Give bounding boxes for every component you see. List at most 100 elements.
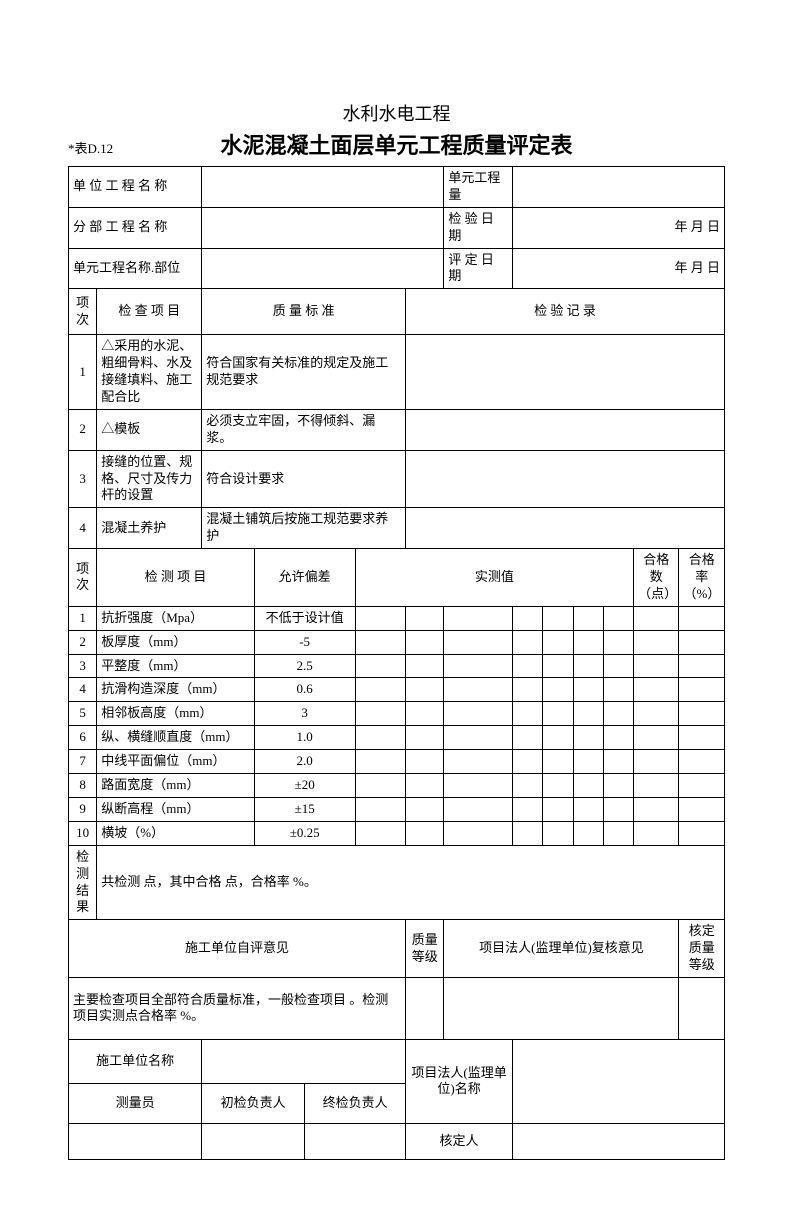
measure-val [355, 678, 405, 702]
check-std: 必须支立牢固，不得倾斜、漏浆。 [202, 409, 406, 450]
measure-tol-header: 允许偏差 [254, 549, 355, 607]
measure-val [406, 654, 444, 678]
measure-val [603, 654, 633, 678]
measure-val [543, 821, 573, 845]
measure-row-5: 5 相邻板高度（mm） 3 [69, 702, 725, 726]
measure-val [543, 797, 573, 821]
measure-tol: 0.6 [254, 678, 355, 702]
measure-val [573, 774, 603, 798]
measure-val [355, 726, 405, 750]
check-row-3: 3 接缝的位置、规格、尺寸及传力杆的设置 符合设计要求 [69, 450, 725, 508]
measure-val [603, 630, 633, 654]
measure-tol: -5 [254, 630, 355, 654]
owner-unit-value [513, 1039, 725, 1123]
check-std: 符合国家有关标准的规定及施工规范要求 [202, 335, 406, 410]
construction-unit-label: 施工单位名称 [69, 1039, 202, 1083]
measure-val [513, 678, 543, 702]
unit-project-value [202, 167, 444, 208]
measure-passn [634, 678, 679, 702]
sign-row-3: 核定人 [69, 1123, 725, 1159]
measure-passr [679, 702, 725, 726]
measure-passr [679, 630, 725, 654]
measure-passn [634, 726, 679, 750]
approve-grade-value [679, 977, 725, 1039]
page-container: 水利水电工程 *表D.12 水泥混凝土面层单元工程质量评定表 单 位 工 程 名… [0, 0, 793, 1220]
measure-header-row: 项次 检 测 项 目 允许偏差 实测值 合格数（点） 合格率（%） [69, 549, 725, 607]
measure-passn [634, 750, 679, 774]
sign-row-1: 施工单位名称 项目法人(监理单位)名称 [69, 1039, 725, 1083]
measure-val [603, 797, 633, 821]
check-rec [406, 335, 725, 410]
measure-val [543, 654, 573, 678]
measure-val [444, 821, 513, 845]
measure-passn [634, 774, 679, 798]
approve-grade-header: 核定质量等级 [679, 920, 725, 978]
measure-val [573, 654, 603, 678]
measure-row-9: 9 纵断高程（mm） ±15 [69, 797, 725, 821]
measure-val [513, 654, 543, 678]
measure-passn [634, 821, 679, 845]
result-label: 检测结果 [69, 845, 97, 920]
check-seq: 3 [69, 450, 97, 508]
measure-val [355, 821, 405, 845]
measure-row-7: 7 中线平面偏位（mm） 2.0 [69, 750, 725, 774]
main-form-table: 单 位 工 程 名 称 单元工程量 分 部 工 程 名 称 检 验 日 期 年 … [68, 166, 725, 1160]
measure-val [543, 630, 573, 654]
measure-val [513, 750, 543, 774]
check-item: △采用的水泥、粗细骨料、水及接缝填料、施工配合比 [97, 335, 202, 410]
check-item-header: 检 查 项 目 [97, 289, 202, 335]
check-rec [406, 409, 725, 450]
measure-seq: 3 [69, 654, 97, 678]
measure-val [355, 750, 405, 774]
table-code: *表D.12 [68, 138, 113, 157]
unit-project-label: 单 位 工 程 名 称 [69, 167, 202, 208]
measure-item: 抗折强度（Mpa） [97, 606, 254, 630]
measure-val [513, 774, 543, 798]
measure-row-4: 4 抗滑构造深度（mm） 0.6 [69, 678, 725, 702]
measure-tol: 3 [254, 702, 355, 726]
surveyor-label: 测量员 [69, 1083, 202, 1123]
measure-val [513, 630, 543, 654]
measure-passr [679, 821, 725, 845]
measure-val [355, 702, 405, 726]
measure-val [543, 726, 573, 750]
measure-actual-header: 实测值 [355, 549, 633, 607]
measure-val [355, 606, 405, 630]
check-std: 混凝土铺筑后按施工规范要求养护 [202, 508, 406, 549]
measure-val [406, 678, 444, 702]
check-item: △模板 [97, 409, 202, 450]
check-item: 混凝土养护 [97, 508, 202, 549]
measure-val [355, 797, 405, 821]
measure-tol: 2.5 [254, 654, 355, 678]
final-check-label: 终检负责人 [305, 1083, 406, 1123]
final-check-value [305, 1123, 406, 1159]
measure-val [406, 630, 444, 654]
result-row: 检测结果 共检测 点，其中合格 点，合格率 %。 [69, 845, 725, 920]
measure-tol: ±20 [254, 774, 355, 798]
measure-val [603, 726, 633, 750]
measure-seq: 9 [69, 797, 97, 821]
measure-row-3: 3 平整度（mm） 2.5 [69, 654, 725, 678]
measure-val [444, 726, 513, 750]
unit-qty-label: 单元工程量 [444, 167, 513, 208]
measure-passn [634, 606, 679, 630]
unit-qty-value [513, 167, 725, 208]
measure-val [444, 606, 513, 630]
measure-val [573, 702, 603, 726]
measure-val [543, 678, 573, 702]
check-seq-header: 项次 [69, 289, 97, 335]
measure-item: 相邻板高度（mm） [97, 702, 254, 726]
measure-tol: ±15 [254, 797, 355, 821]
measure-seq: 10 [69, 821, 97, 845]
quality-grade-header: 质量等级 [406, 920, 444, 978]
measure-val [573, 726, 603, 750]
measure-val [444, 797, 513, 821]
unit-part-value [202, 248, 444, 289]
measure-val [603, 678, 633, 702]
sub-project-label: 分 部 工 程 名 称 [69, 207, 202, 248]
measure-val [444, 774, 513, 798]
check-row-2: 2 △模板 必须支立牢固，不得倾斜、漏浆。 [69, 409, 725, 450]
measure-val [406, 750, 444, 774]
info-row-3: 单元工程名称.部位 评 定 日 期 年 月 日 [69, 248, 725, 289]
measure-item: 中线平面偏位（mm） [97, 750, 254, 774]
